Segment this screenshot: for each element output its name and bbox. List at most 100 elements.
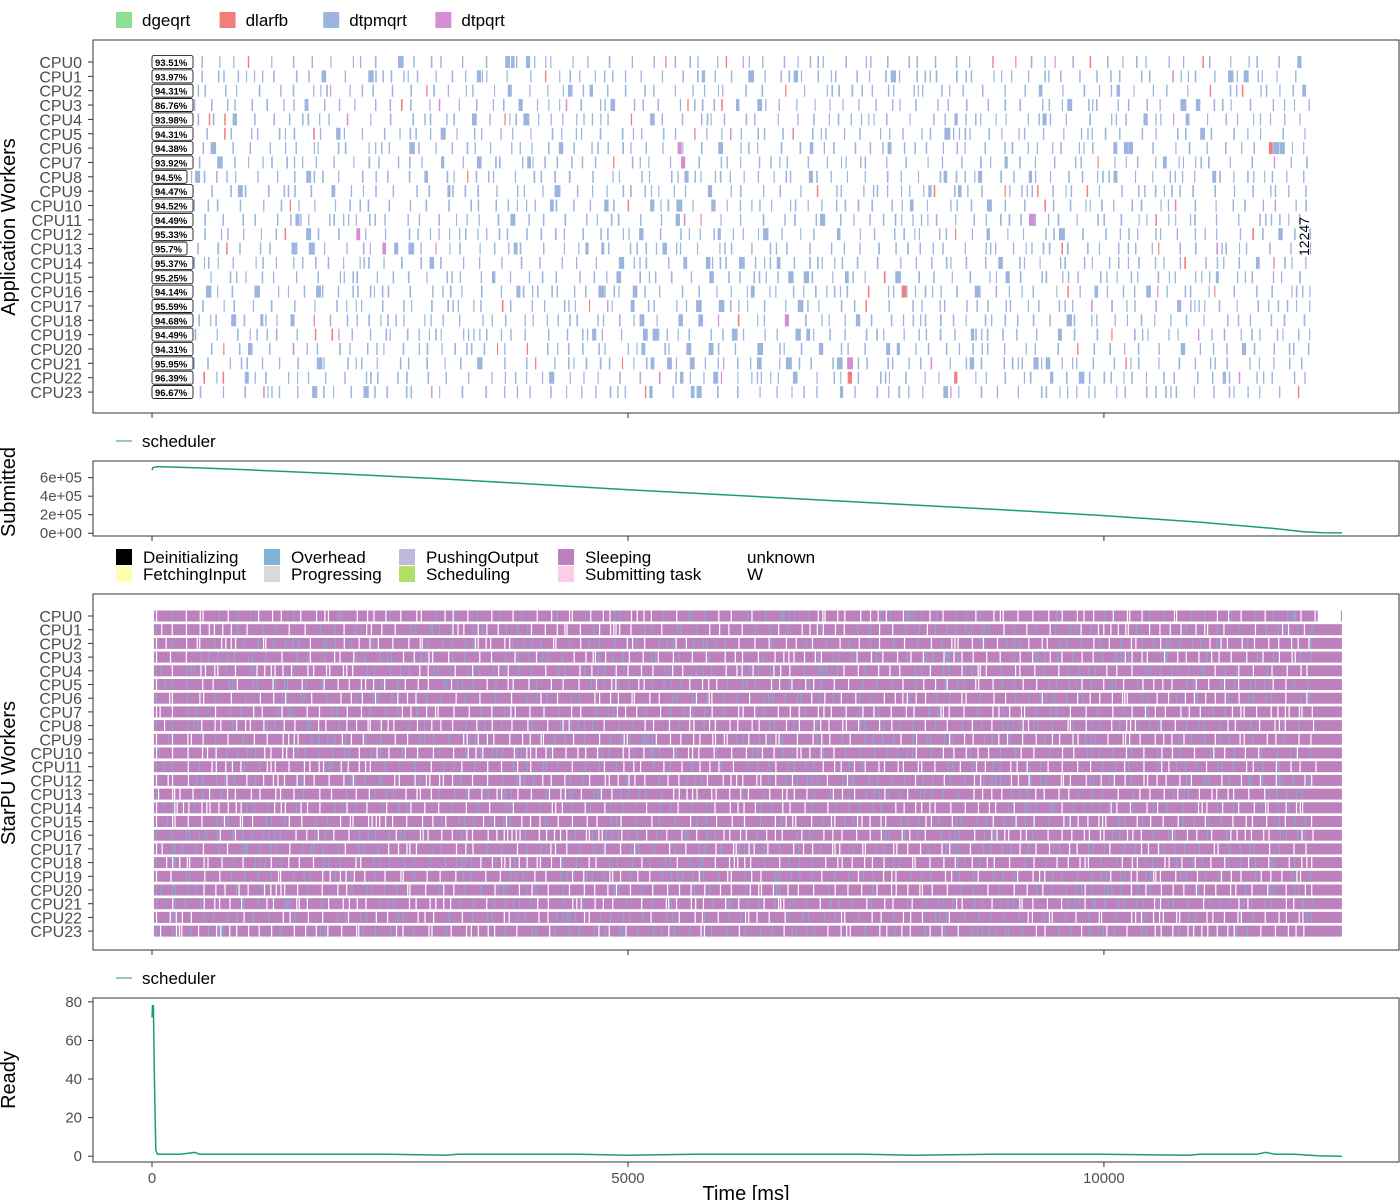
overhead-mark: [556, 610, 558, 622]
gap-mark: [1083, 610, 1085, 622]
task-bar: [931, 285, 934, 298]
overhead-mark: [297, 747, 299, 759]
overhead-mark: [1171, 665, 1173, 677]
gap-mark: [518, 857, 520, 869]
overhead-mark: [913, 610, 915, 622]
task-bar: [273, 113, 275, 126]
overhead-mark: [1039, 692, 1041, 704]
task-bar: [769, 285, 771, 298]
task-bar: [775, 242, 778, 255]
gap-mark: [1275, 761, 1278, 773]
overhead-mark: [647, 733, 649, 745]
task-bar: [1067, 271, 1070, 284]
task-bar: [689, 371, 691, 384]
gap-mark: [409, 884, 411, 896]
overhead-mark: [759, 802, 761, 814]
gap-mark: [455, 843, 458, 855]
task-bar: [861, 84, 864, 97]
overhead-mark: [658, 816, 660, 827]
gap-mark: [615, 624, 617, 636]
overhead-mark: [869, 637, 871, 649]
gap-mark: [615, 884, 618, 896]
gap-mark: [1060, 774, 1063, 786]
overhead-mark: [809, 679, 811, 690]
gap-mark: [311, 692, 313, 704]
gap-mark: [1150, 816, 1152, 827]
task-bar: [1065, 113, 1067, 126]
overhead-mark: [586, 870, 588, 882]
task-bar: [1111, 299, 1113, 312]
task-bar: [698, 156, 700, 169]
overhead-mark: [718, 870, 720, 882]
task-bar: [1155, 156, 1157, 169]
gap-mark: [270, 665, 272, 677]
task-bar: [796, 99, 798, 112]
task-bar: [1038, 84, 1043, 97]
overhead-mark: [890, 610, 892, 622]
gap-mark: [961, 898, 963, 910]
task-bar: [1262, 228, 1264, 241]
overhead-mark: [1002, 720, 1004, 732]
gap-mark: [729, 829, 731, 841]
task-bar: [1098, 84, 1101, 97]
gap-mark: [358, 761, 360, 773]
gap-mark: [547, 898, 550, 910]
task-bar: [415, 127, 417, 140]
overhead-mark: [872, 884, 874, 896]
gap-mark: [568, 884, 571, 896]
task-bar: [245, 271, 247, 284]
gap-mark: [313, 665, 315, 677]
gap-mark: [675, 637, 677, 649]
gap-mark: [230, 692, 232, 704]
gap-mark: [1298, 733, 1300, 745]
task-bar: [984, 142, 986, 155]
task-bar: [519, 242, 522, 255]
task-bar: [354, 99, 356, 112]
task-bar: [684, 170, 689, 183]
task-bar: [421, 156, 423, 169]
task-bar: [737, 314, 740, 327]
gap-mark: [741, 624, 743, 636]
gap-mark: [1116, 665, 1118, 677]
task-bar: [407, 357, 410, 370]
task-bar: [1134, 299, 1136, 312]
task-bar: [283, 185, 286, 198]
task-bar: [894, 228, 896, 241]
overhead-mark: [650, 747, 652, 759]
task-bar: [844, 271, 849, 284]
task-bar: [1103, 371, 1106, 384]
task-bar: [595, 256, 597, 269]
overhead-mark: [910, 870, 912, 882]
task-bar: [253, 70, 256, 83]
gap-mark: [605, 651, 607, 663]
overhead-mark: [378, 898, 380, 910]
gap-mark: [171, 692, 174, 704]
task-bar: [714, 70, 716, 83]
overhead-mark: [1185, 624, 1187, 636]
task-bar: [800, 185, 802, 198]
gap-mark: [530, 747, 532, 759]
overhead-mark: [193, 802, 195, 814]
gap-mark: [942, 747, 945, 759]
task-bar: [589, 199, 592, 212]
y-tick-label: 4e+05: [40, 488, 82, 505]
overhead-mark: [930, 747, 932, 759]
overhead-mark: [1000, 665, 1002, 677]
gap-mark: [266, 761, 268, 773]
overhead-mark: [324, 651, 326, 663]
overhead-mark: [479, 747, 481, 759]
gap-mark: [911, 898, 913, 910]
overhead-mark: [174, 857, 176, 869]
gap-mark: [385, 816, 387, 827]
task-bar: [440, 56, 442, 68]
gap-mark: [629, 884, 632, 896]
gap-mark: [602, 898, 604, 910]
task-bar: [835, 70, 837, 83]
gap-mark: [416, 788, 418, 800]
task-bar: [915, 343, 917, 355]
task-bar: [864, 156, 867, 169]
task-bar: [726, 199, 728, 212]
gap-mark: [427, 665, 429, 677]
task-bar: [837, 228, 841, 241]
gap-mark: [864, 857, 866, 869]
